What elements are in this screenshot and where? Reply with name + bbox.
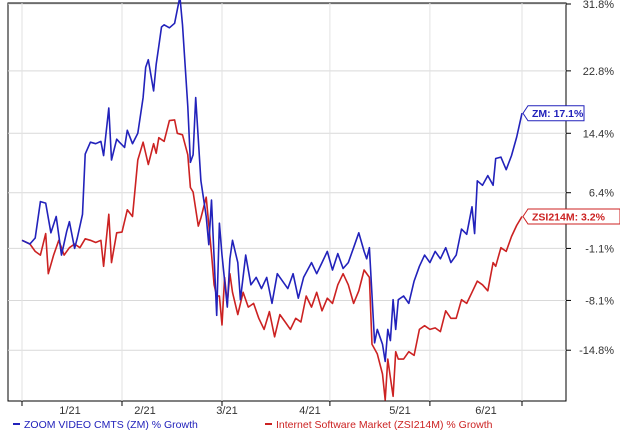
y-axis: 31.8% 22.8% 14.4% 6.4% -1.1% -8.1% -14.8% bbox=[566, 0, 614, 357]
end-tag-label: ZM: 17.1% bbox=[532, 108, 584, 120]
end-tag-box bbox=[522, 105, 585, 122]
y-tick-label: 14.4% bbox=[583, 128, 614, 140]
legend-item-zm: ZOOM VIDEO CMTS (ZM) % Growth bbox=[13, 419, 198, 431]
end-value-tags: ZM: 17.1% ZSI214M: 3.2% bbox=[522, 105, 620, 225]
series-line-zsi214m bbox=[21, 119, 523, 401]
y-tick-label: -8.1% bbox=[585, 295, 614, 307]
series-lines bbox=[21, 0, 523, 401]
y-tick-label: 31.8% bbox=[583, 0, 614, 11]
y-tick-label: -1.1% bbox=[585, 243, 614, 255]
series-line-zm bbox=[21, 0, 523, 363]
end-tag-box bbox=[522, 208, 620, 225]
legend-label: Internet Software Market (ZSI214M) % Gro… bbox=[276, 419, 493, 431]
end-tag-label: ZSI214M: 3.2% bbox=[532, 211, 606, 223]
x-tick-label: 6/21 bbox=[475, 405, 496, 417]
end-tag-zm: ZM: 17.1% bbox=[522, 105, 585, 122]
y-tick-label: 22.8% bbox=[583, 66, 614, 78]
plot-area bbox=[7, 2, 567, 402]
y-tick-label: -14.8% bbox=[579, 345, 614, 357]
end-tag-zsi214m: ZSI214M: 3.2% bbox=[522, 208, 620, 225]
grid-lines bbox=[8, 3, 566, 401]
x-tick-label: 4/21 bbox=[299, 405, 320, 417]
x-tick-label: 3/21 bbox=[216, 405, 237, 417]
legend: ZOOM VIDEO CMTS (ZM) % Growth Internet So… bbox=[13, 419, 493, 431]
x-tick-label: 5/21 bbox=[389, 405, 410, 417]
legend-label: ZOOM VIDEO CMTS (ZM) % Growth bbox=[24, 419, 198, 431]
legend-item-zsi214m: Internet Software Market (ZSI214M) % Gro… bbox=[265, 419, 493, 431]
x-tick-label: 1/21 bbox=[59, 405, 80, 417]
x-tick-label: 2/21 bbox=[134, 405, 155, 417]
x-axis: 1/21 2/21 3/21 4/21 5/21 6/21 bbox=[21, 401, 523, 417]
y-tick-label: 6.4% bbox=[589, 188, 614, 200]
